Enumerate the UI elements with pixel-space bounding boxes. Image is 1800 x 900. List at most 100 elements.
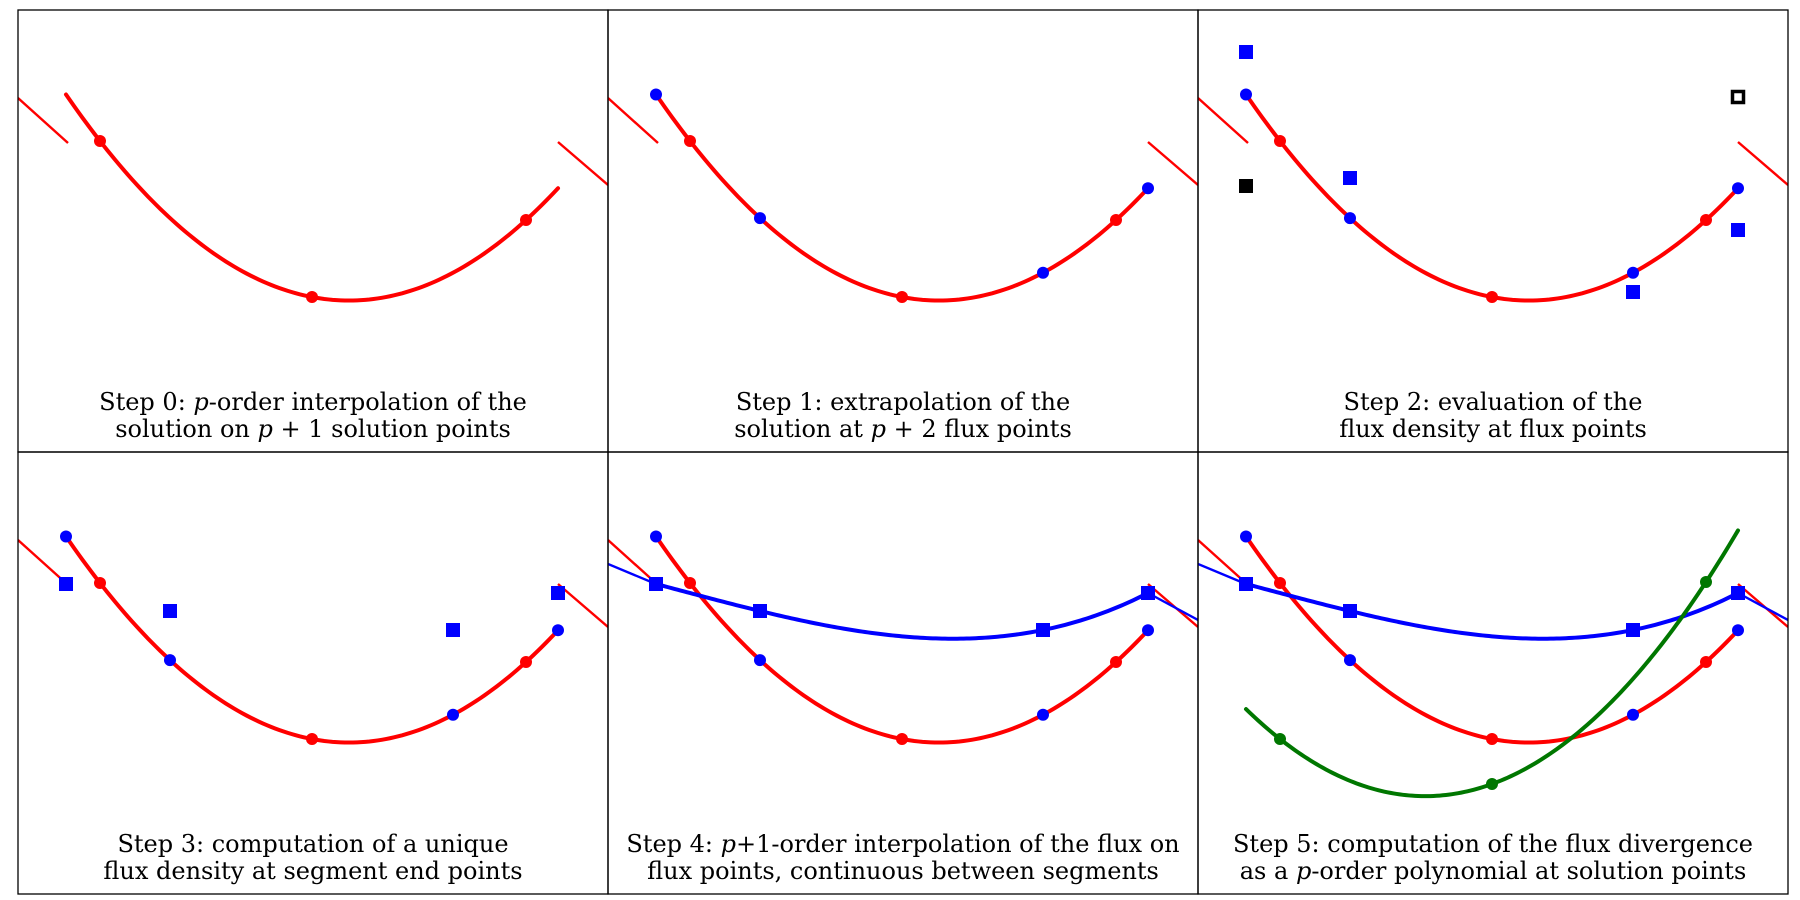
solution-point: [1486, 733, 1498, 745]
solution-point: [520, 214, 532, 226]
flux-point: [1240, 88, 1252, 101]
solution-point: [1486, 291, 1498, 303]
solution-point: [306, 291, 318, 303]
solution-point: [896, 291, 908, 303]
flux-point: [1732, 182, 1744, 195]
flux-point: [1037, 708, 1049, 721]
flux-point: [650, 88, 662, 101]
left-neighbor-solution: [18, 97, 69, 144]
left-neighbor-flux: [1198, 562, 1247, 586]
caption-segment: p: [1296, 857, 1311, 885]
caption-segment: as a: [1240, 857, 1296, 885]
flux-node: [1239, 577, 1253, 591]
flux-point: [650, 530, 662, 543]
flux-polynomial: [654, 582, 1150, 641]
flux-density-square: [1626, 285, 1640, 299]
flux-polynomial: [1244, 582, 1740, 641]
unique-flux-square: [551, 586, 565, 600]
flux-density-square: [1239, 45, 1253, 59]
panel-plot: [608, 530, 1198, 745]
panel-plot: [1198, 528, 1788, 799]
flux-point: [1732, 624, 1744, 637]
right-neighbor-solution: [1737, 141, 1788, 186]
solution-point: [1274, 577, 1286, 589]
flux-point: [1627, 708, 1639, 721]
flux-node: [1036, 623, 1050, 637]
caption-segment: Step 5: computation of the flux divergen…: [1233, 830, 1753, 858]
caption-segment: Step 1: extrapolation of the: [736, 388, 1070, 416]
flux-node: [1626, 623, 1640, 637]
caption-line-2: solution on p + 1 solution points: [115, 415, 511, 443]
solution-polynomial: [64, 534, 560, 745]
panel-step4: Step 4: p+1-order interpolation of the f…: [607, 451, 1199, 895]
solution-point: [684, 577, 696, 589]
solution-point: [684, 135, 696, 147]
solution-point: [1700, 214, 1712, 226]
right-neighbor-flux: [1737, 591, 1788, 622]
caption-segment: Step 0:: [99, 388, 193, 416]
panel-frame: [607, 451, 1199, 895]
caption-segment: + 1 solution points: [273, 415, 511, 443]
solution-point: [520, 656, 532, 668]
right-neighbor-solution: [557, 583, 608, 628]
panel-frame: [1197, 9, 1789, 453]
panel-step5: Step 5: computation of the flux divergen…: [1197, 451, 1789, 895]
caption-segment: solution at: [734, 415, 870, 443]
caption-line-1: Step 2: evaluation of the: [1344, 388, 1643, 416]
solution-point: [1274, 135, 1286, 147]
caption-segment: flux points, continuous between segments: [647, 857, 1159, 885]
right-neighbor-solution: [1147, 141, 1198, 186]
caption-line-2: as a p-order polynomial at solution poin…: [1240, 857, 1747, 885]
flux-density-square: [1343, 171, 1357, 185]
caption-line-2: flux density at flux points: [1339, 415, 1647, 443]
divergence-point: [1274, 733, 1286, 745]
unique-flux-square: [59, 577, 73, 591]
caption-segment: solution on: [115, 415, 257, 443]
caption-line-1: Step 4: p+1-order interpolation of the f…: [626, 830, 1179, 858]
caption-segment: p: [721, 830, 736, 858]
flux-node: [649, 577, 663, 591]
caption-segment: p: [193, 388, 208, 416]
panel-frame: [17, 9, 609, 453]
left-neighbor-solution: [1198, 97, 1249, 144]
neighbor-flux-left: [1239, 179, 1253, 193]
flux-point: [552, 624, 564, 637]
panel-plot: [1198, 45, 1788, 303]
panel-plot: [18, 92, 608, 303]
flux-point: [447, 708, 459, 721]
flux-point: [60, 530, 72, 543]
caption-line-1: Step 5: computation of the flux divergen…: [1233, 830, 1753, 858]
right-neighbor-flux: [1147, 591, 1198, 622]
flux-point: [1240, 530, 1252, 543]
flux-node: [1731, 586, 1745, 600]
solution-point: [896, 733, 908, 745]
caption-segment: +1-order interpolation of the flux on: [736, 830, 1180, 858]
flux-point: [1344, 212, 1356, 225]
divergence-point: [1486, 778, 1498, 790]
flux-point: [1142, 624, 1154, 637]
flux-point: [164, 654, 176, 667]
panel-step0: Step 0: p-order interpolation of thesolu…: [17, 9, 609, 453]
solution-point: [1110, 656, 1122, 668]
flux-point: [754, 212, 766, 225]
caption-segment: Step 4:: [626, 830, 720, 858]
caption-segment: Step 2: evaluation of the: [1344, 388, 1643, 416]
flux-point: [754, 654, 766, 667]
caption-segment: p: [871, 415, 886, 443]
caption-segment: Step 3: computation of a unique: [117, 830, 508, 858]
flux-density-square: [1731, 223, 1745, 237]
right-neighbor-solution: [557, 141, 608, 186]
caption-line-2: flux points, continuous between segments: [647, 857, 1159, 885]
unique-flux-square: [446, 623, 460, 637]
unique-flux-square: [163, 604, 177, 618]
caption-line-2: flux density at segment end points: [103, 857, 522, 885]
caption-segment: -order polynomial at solution points: [1311, 857, 1746, 885]
left-neighbor-solution: [608, 97, 659, 144]
caption-segment: p: [257, 415, 272, 443]
solution-polynomial: [64, 92, 560, 303]
caption-line-2: solution at p + 2 flux points: [734, 415, 1072, 443]
